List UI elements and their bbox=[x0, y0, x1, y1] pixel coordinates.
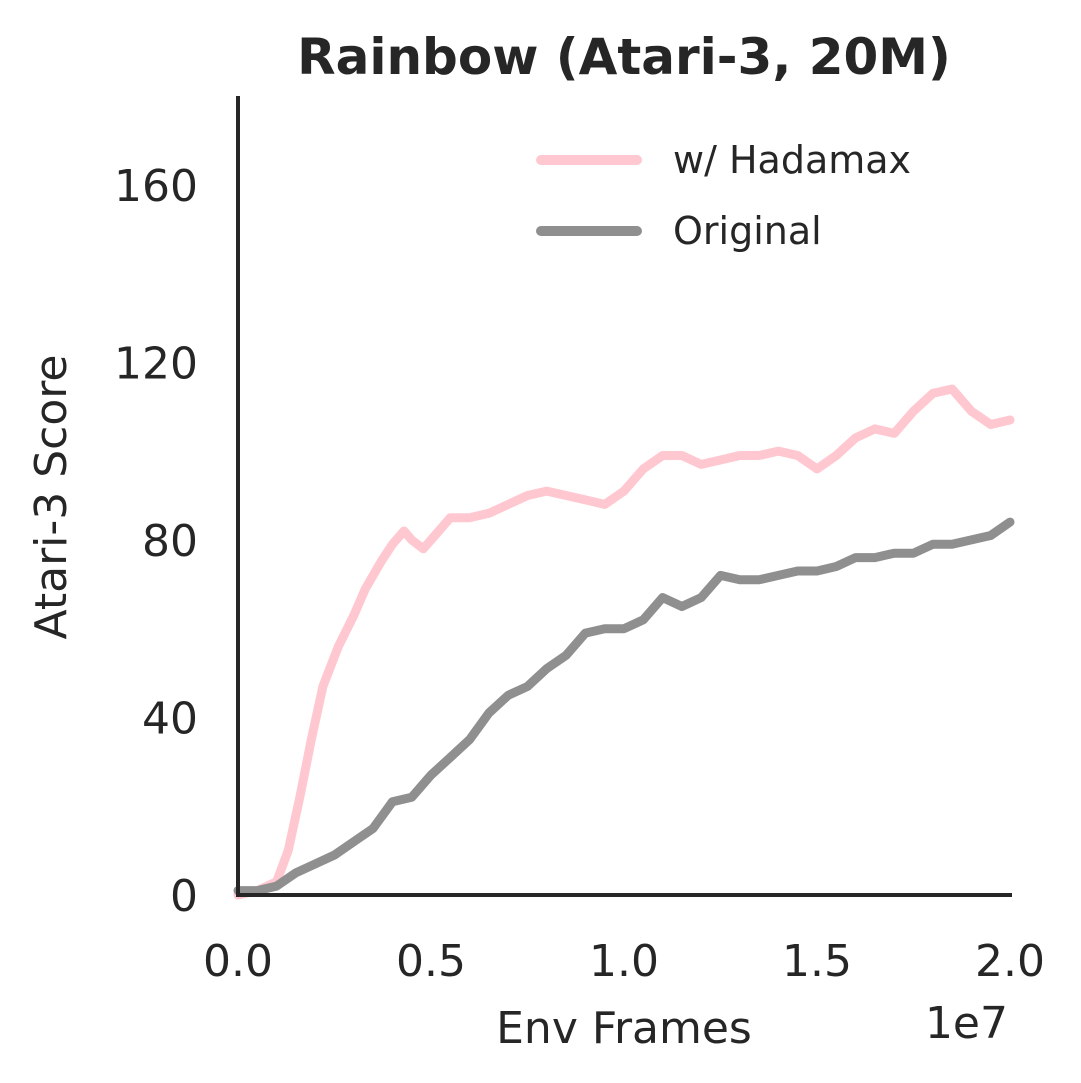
chart-title: Rainbow (Atari-3, 20M) bbox=[297, 28, 951, 86]
y-axis-label: Atari-3 Score bbox=[26, 355, 77, 640]
series-layer bbox=[233, 384, 1015, 900]
x-tick-labels: 0.0 0.5 1.0 1.5 2.0 bbox=[203, 936, 1045, 987]
series-line-w-hadamax bbox=[233, 384, 1015, 900]
y-tick-label: 80 bbox=[142, 516, 198, 567]
x-axis-offset-text: 1e7 bbox=[925, 998, 1008, 1049]
x-axis-label: Env Frames bbox=[496, 1003, 752, 1054]
y-tick-labels: 0 40 80 120 160 bbox=[114, 161, 198, 922]
series-line-original bbox=[233, 517, 1015, 896]
legend: w/ Hadamax Original bbox=[536, 138, 911, 253]
legend-label-w-hadamax: w/ Hadamax bbox=[673, 138, 911, 182]
y-tick-label: 40 bbox=[142, 693, 198, 744]
x-tick-label: 0.5 bbox=[396, 936, 466, 987]
x-tick-label: 1.5 bbox=[782, 936, 852, 987]
legend-label-original: Original bbox=[673, 209, 822, 253]
y-tick-label: 120 bbox=[114, 338, 198, 389]
y-tick-label: 160 bbox=[114, 161, 198, 212]
y-tick-label: 0 bbox=[170, 871, 198, 922]
x-tick-label: 2.0 bbox=[975, 936, 1045, 987]
x-tick-label: 1.0 bbox=[589, 936, 659, 987]
x-tick-label: 0.0 bbox=[203, 936, 273, 987]
